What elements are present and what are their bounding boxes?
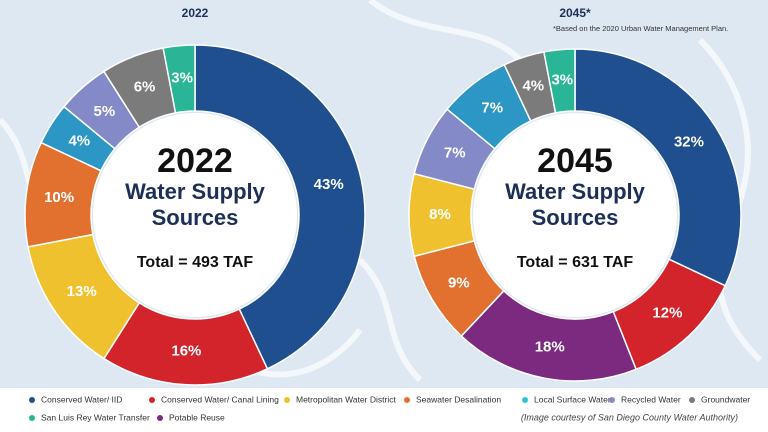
legend-swatch: [609, 397, 615, 403]
center-title: 2045: [537, 142, 613, 180]
legend-label: Conserved Water/ IID: [41, 394, 122, 404]
value-label: 3%: [171, 70, 193, 87]
value-label: 4%: [68, 133, 90, 150]
legend-label: Local Surface Water: [534, 394, 611, 404]
footnote: *Based on the 2020 Urban Water Managemen…: [553, 24, 728, 33]
legend-label: Potable Reuse: [169, 412, 225, 422]
value-label: 7%: [481, 99, 503, 116]
value-label: 10%: [44, 189, 74, 206]
legend-label: Groundwater: [701, 394, 750, 404]
center-heading: Water Supply: [505, 179, 646, 204]
legend-label: Metropolitan Water District: [296, 394, 396, 404]
legend-swatch: [404, 397, 410, 403]
donut-segment: [162, 44, 196, 114]
center-disc: [93, 113, 297, 317]
credit: (Image courtesy of San Diego County Wate…: [521, 412, 738, 422]
legend-swatch: [149, 397, 155, 403]
wave: [357, 257, 423, 383]
chart-title: 2022: [182, 6, 209, 20]
legend-swatch: [157, 415, 163, 421]
value-label: 32%: [674, 134, 704, 151]
value-label: 9%: [448, 275, 470, 292]
legend-label: Recycled Water: [621, 394, 681, 404]
value-label: 4%: [522, 78, 544, 95]
value-label: 43%: [314, 176, 344, 193]
donut-segment: [543, 48, 576, 114]
value-label: 12%: [652, 304, 682, 321]
center-heading: Sources: [532, 205, 619, 230]
center-heading: Water Supply: [125, 179, 266, 204]
center-disc: [473, 113, 677, 317]
value-label: 6%: [134, 79, 156, 96]
donut-segment: [194, 44, 366, 370]
value-label: 8%: [429, 206, 451, 223]
legend-swatch: [29, 397, 35, 403]
legend-swatch: [29, 415, 35, 421]
value-label: 13%: [67, 283, 97, 300]
legend-label: Conserved Water/ Canal Lining: [161, 394, 279, 404]
legend-label: San Luis Rey Water Transfer: [41, 412, 150, 422]
legend-swatch: [522, 397, 528, 403]
center-title: 2022: [157, 142, 233, 180]
value-label: 18%: [535, 339, 565, 356]
value-label: 3%: [551, 72, 573, 89]
center-total: Total = 631 TAF: [517, 254, 634, 271]
legend-swatch: [284, 397, 290, 403]
value-label: 7%: [444, 145, 466, 162]
legend-label: Seawater Desalination: [416, 394, 501, 404]
center-heading: Sources: [152, 205, 239, 230]
value-label: 5%: [94, 103, 116, 120]
chart-title: 2045*: [559, 6, 591, 20]
donut-segment: [574, 48, 742, 287]
center-total: Total = 493 TAF: [137, 254, 254, 271]
legend-band: [0, 388, 768, 432]
value-label: 16%: [171, 343, 201, 360]
legend-swatch: [689, 397, 695, 403]
